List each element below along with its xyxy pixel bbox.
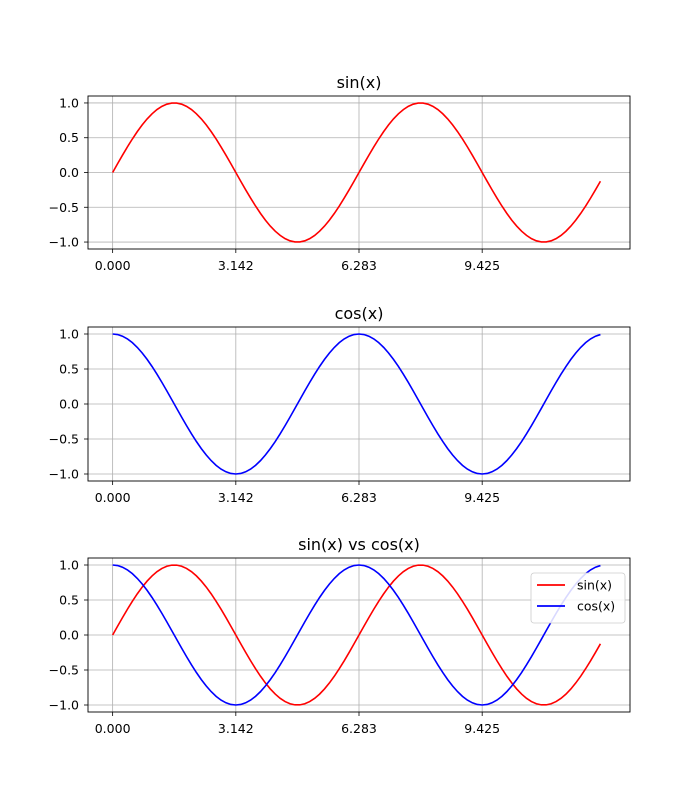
y-tick-label: −0.5 (49, 200, 79, 215)
x-tick-label: 3.142 (218, 490, 254, 505)
x-tick-label: 0.000 (95, 721, 131, 736)
subplot-3: 0.000 3.142 6.283 9.425 1.0 0.5 0.0 −0.5 −1.0 sin… (49, 535, 631, 736)
series-line-sinx (111, 564, 602, 706)
chart-title: sin(x) (337, 73, 382, 92)
chart-title: sin(x) vs cos(x) (298, 535, 420, 554)
y-tick-label: 0.0 (59, 165, 79, 180)
x-tick-label: 0.000 (95, 490, 131, 505)
subplot-1: 0.000 3.142 6.283 9.425 1.0 0.5 0.0 −0.5 −1.0 sin… (49, 73, 631, 273)
y-tick-label: 0.0 (59, 628, 79, 643)
y-tick-label: −0.5 (49, 663, 79, 678)
x-tick-label: 3.142 (218, 721, 254, 736)
x-tick-label: 6.283 (341, 258, 377, 273)
series-line-cosx (112, 564, 601, 706)
chart-title: cos(x) (335, 304, 384, 323)
y-tick-label: −1.0 (49, 235, 79, 250)
x-tick-label: 9.425 (464, 490, 500, 505)
subplot-2: 0.000 3.142 6.283 9.425 1.0 0.5 0.0 −0.5 −1.0 cos… (49, 304, 631, 505)
y-tick-label: −1.0 (49, 467, 79, 482)
y-tick-label: −1.0 (49, 698, 79, 713)
legend-label: sin(x) (577, 578, 612, 593)
y-tick-label: 0.5 (59, 130, 79, 145)
y-tick-label: 1.0 (59, 327, 79, 342)
x-tick-label: 0.000 (95, 258, 131, 273)
x-tick-label: 6.283 (341, 721, 377, 736)
x-tick-label: 3.142 (218, 258, 254, 273)
y-tick-label: 0.0 (59, 397, 79, 412)
x-tick-label: 9.425 (464, 258, 500, 273)
y-tick-label: 0.5 (59, 593, 79, 608)
x-tick-label: 6.283 (341, 490, 377, 505)
series-line-cos (112, 333, 601, 475)
legend: sin(x) cos(x) (530, 572, 626, 624)
legend-label: cos(x) (577, 599, 615, 614)
y-tick-label: −0.5 (49, 432, 79, 447)
y-tick-label: 1.0 (59, 95, 79, 110)
y-tick-label: 1.0 (59, 558, 79, 573)
x-tick-label: 9.425 (464, 721, 500, 736)
series-line-sin (111, 102, 602, 243)
y-tick-label: 0.5 (59, 362, 79, 377)
